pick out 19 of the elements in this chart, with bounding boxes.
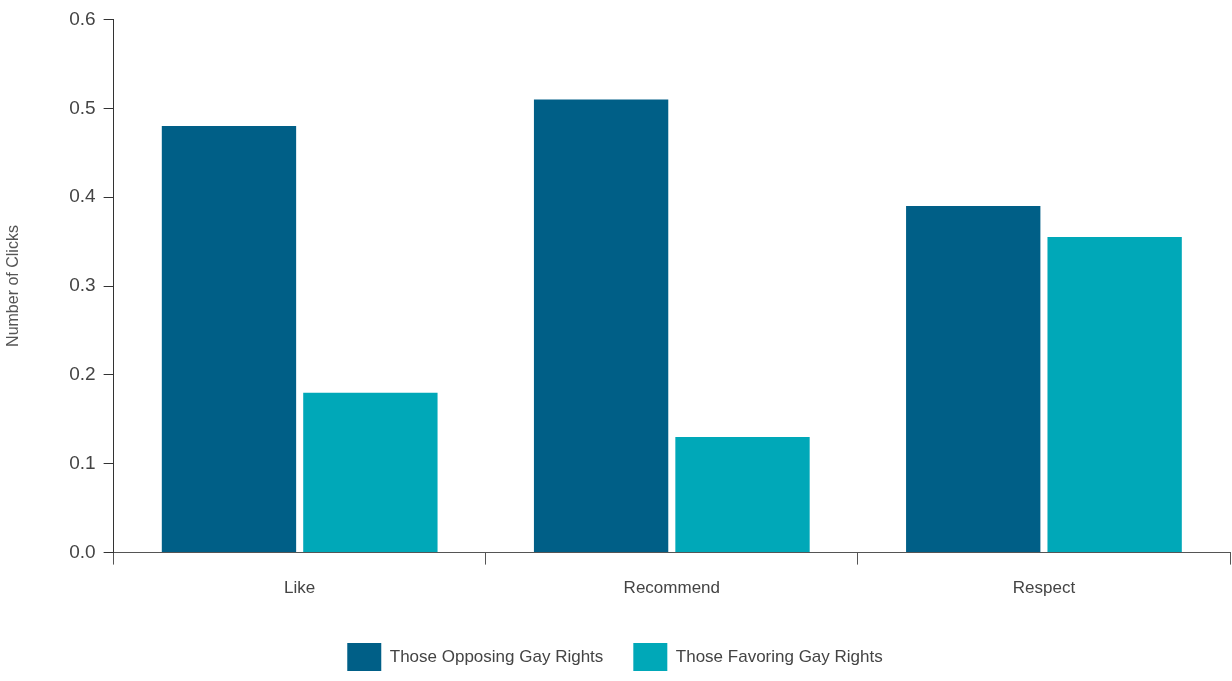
y-tick-label: 0.5 [69,96,96,118]
legend-label: Those Opposing Gay Rights [389,646,604,666]
y-tick-label: 0.0 [69,540,96,562]
bar [1047,237,1182,553]
x-tick-label: Respect [1012,578,1076,598]
legend-label: Those Favoring Gay Rights [675,646,883,666]
y-tick-label: 0.2 [69,363,96,385]
x-tick-label: Recommend [623,578,720,598]
y-tick-label: 0.6 [69,7,96,29]
bar [533,99,669,553]
bar [161,126,297,553]
y-axis-title: Number of Clicks [4,225,22,347]
y-tick-label: 0.1 [69,451,96,473]
bar [303,392,438,553]
bar [906,206,1041,553]
bar [675,437,810,553]
x-tick-label: Like [284,578,316,598]
y-tick-label: 0.4 [69,185,97,207]
y-tick-label: 0.3 [69,274,96,296]
